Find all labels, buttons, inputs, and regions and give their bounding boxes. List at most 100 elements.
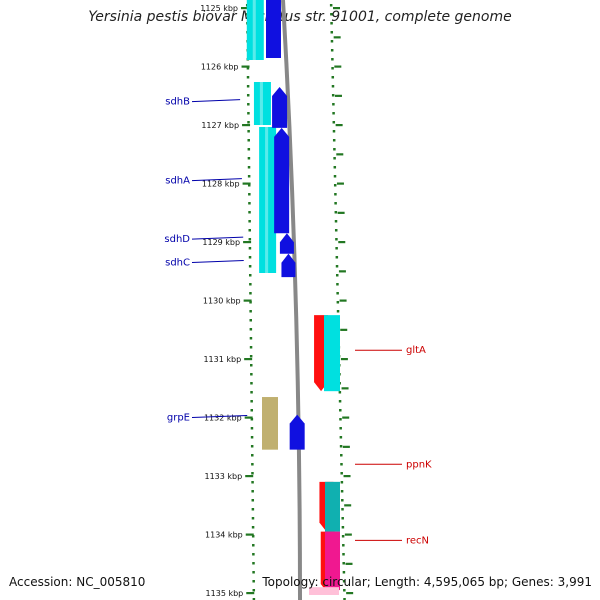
kbp-tick-label: 1129 kbp — [202, 238, 240, 247]
gene-label-sdhD: sdhD — [164, 234, 190, 245]
kbp-tick — [245, 533, 254, 536]
ruler-dot — [250, 364, 253, 367]
kbp-tick-label: 1132 kbp — [204, 414, 242, 423]
leader-line-sdhB — [191, 99, 241, 103]
ruler-dot — [250, 436, 254, 439]
ruler-dot — [333, 157, 336, 160]
gene-arrow-grpE — [289, 414, 305, 450]
ruler-dot — [248, 274, 252, 277]
minor-tick — [341, 387, 349, 390]
ruler-dot — [334, 229, 338, 232]
ruler-dot — [246, 94, 250, 97]
cds-track-olive — [262, 397, 278, 450]
ruler-dot — [247, 121, 250, 124]
ruler-dot — [339, 427, 342, 430]
ruler-dot — [249, 283, 252, 286]
ruler-dot — [248, 211, 251, 214]
kbp-tick — [244, 416, 253, 419]
minor-tick — [335, 124, 343, 127]
minor-tick — [342, 445, 350, 448]
gene-arrow-sdhD — [279, 233, 294, 254]
kbp-tick — [241, 65, 250, 68]
minor-tick — [333, 7, 340, 10]
ruler-dot — [252, 544, 255, 547]
cds-track-left — [253, 82, 271, 125]
gene-label-gltA: gltA — [406, 345, 426, 356]
ruler-dot — [335, 238, 338, 241]
minor-tick — [338, 270, 346, 273]
cds-track-left-shine — [265, 127, 269, 273]
gene-top-partial — [266, 0, 281, 58]
ruler-dot — [336, 310, 340, 313]
genome-summary: Topology: circular; Length: 4,595,065 bp… — [262, 575, 592, 589]
ruler-dot — [338, 391, 342, 394]
ruler-dot — [247, 157, 251, 160]
ruler-dot — [336, 301, 340, 304]
kbp-tick — [242, 124, 251, 127]
minor-tick — [340, 358, 348, 361]
ruler-dot — [251, 508, 255, 511]
ruler-dot — [336, 283, 339, 286]
ruler-dot — [246, 67, 250, 70]
kbp-tick — [242, 182, 251, 185]
minor-tick — [345, 562, 353, 565]
ruler-dot — [339, 409, 342, 412]
minor-tick — [342, 416, 350, 419]
kbp-tick — [243, 299, 252, 302]
ruler-dot — [330, 49, 334, 52]
ruler-dot — [341, 499, 344, 502]
ruler-dot — [334, 211, 338, 214]
ruler-dot — [341, 526, 345, 529]
ruler-dot — [250, 391, 253, 394]
ruler-dot — [342, 562, 345, 565]
ruler-dot — [248, 202, 251, 205]
gene-label-ppnK: ppnK — [406, 459, 432, 470]
ruler-dot — [249, 319, 252, 322]
ruler-dot — [247, 112, 250, 115]
ruler-dot — [252, 598, 256, 600]
ruler-dot — [334, 202, 337, 205]
kbp-tick-label: 1134 kbp — [205, 531, 243, 540]
minor-tick — [336, 182, 344, 185]
leader-line-sdhD — [191, 236, 244, 240]
ruler-dot — [342, 571, 346, 574]
kbp-tick-label: 1131 kbp — [203, 355, 241, 364]
ruler-dot — [341, 535, 345, 538]
ruler-dot — [251, 454, 254, 457]
gene-label-sdhB: sdhB — [165, 97, 190, 108]
ruler-dot — [248, 193, 251, 196]
ruler-dot — [250, 400, 253, 403]
ruler-dot — [335, 265, 339, 268]
map-title: Yersinia pestis biovar Microtus str. 910… — [88, 9, 512, 25]
ruler-dot — [247, 184, 251, 187]
ruler-dot — [331, 85, 335, 88]
ruler-dot — [340, 454, 343, 457]
ruler-dot — [252, 553, 255, 556]
ruler-dot — [249, 337, 253, 340]
ruler-dot — [342, 544, 345, 547]
ruler-dot — [342, 580, 346, 583]
ruler-dot — [329, 4, 333, 7]
gene-arrow-sdhA — [274, 127, 290, 234]
ruler-dot — [333, 175, 337, 178]
ruler-dot — [333, 184, 337, 187]
genome-backbone — [281, 0, 302, 600]
gene-label-sdhC: sdhC — [165, 257, 190, 268]
ruler-dot — [332, 130, 336, 133]
minor-tick — [344, 533, 352, 536]
minor-tick — [334, 94, 342, 97]
cds-track-right-tail — [309, 587, 339, 595]
gene-label-sdhA: sdhA — [165, 176, 190, 187]
minor-tick — [336, 153, 344, 156]
cds-track-left — [246, 0, 264, 60]
kbp-tick-label: 1126 kbp — [201, 63, 239, 72]
kbp-tick-label: 1127 kbp — [201, 121, 239, 130]
ruler-dot — [252, 580, 255, 583]
cds-track-right — [325, 481, 340, 532]
ruler-dot — [248, 247, 252, 250]
ruler-dot — [251, 526, 255, 529]
kbp-tick — [243, 241, 252, 244]
kbp-tick-label: 1135 kbp — [206, 589, 244, 598]
ruler-dot — [340, 463, 343, 466]
